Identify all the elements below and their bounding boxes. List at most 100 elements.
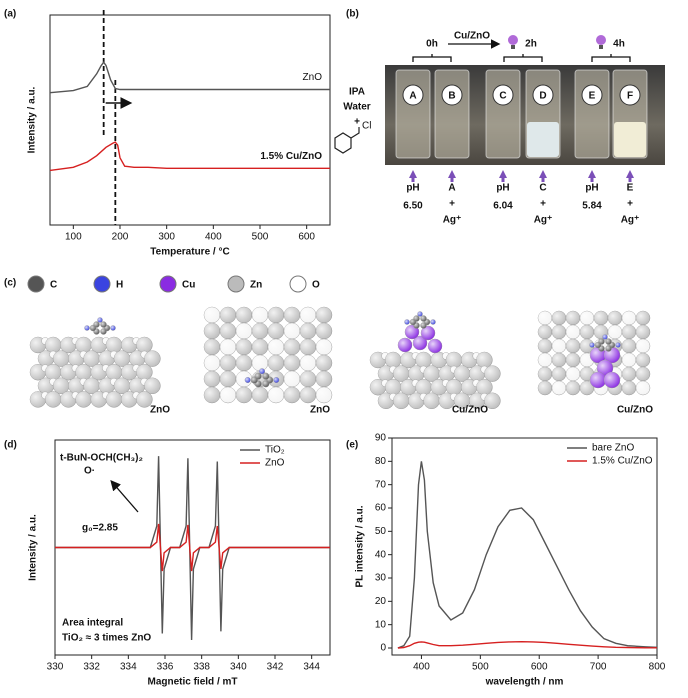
atom-shine [268,355,284,371]
x-tick-label: 600 [531,662,548,673]
panel-label: (c) [4,278,16,289]
atom-shine [204,339,220,355]
atom-shine [552,367,566,381]
vial [574,69,610,159]
atom-shine [300,387,316,403]
atom-shine [566,381,580,395]
vial-badge [492,84,514,106]
x-tick-label: 800 [649,662,666,673]
legend-atom-label: H [116,280,123,291]
plot-frame [49,14,331,226]
lamp-icon [596,35,606,45]
x-tick-label: 340 [230,662,247,673]
legend-atom [93,275,111,293]
atom-shine [236,307,252,323]
y-axis-label: Intensity / a.u. [27,86,38,153]
atom-shine [204,387,220,403]
atom-shine [100,321,107,328]
atom-shine [538,325,552,339]
legend-atom-label: C [50,280,57,291]
atom-shine [75,337,92,353]
series-line [49,141,330,172]
test-plus: + [540,199,546,210]
lamp-icon [508,35,518,45]
panel-label: (a) [4,9,16,20]
atom-shine [316,323,332,339]
plot-frame [391,437,658,656]
atom-shine [566,353,580,367]
atom-shine [476,379,493,396]
y-tick-label: 60 [375,503,387,514]
structure-label: ZnO [310,405,330,416]
atom-shine [608,325,622,339]
atom-shine [45,337,62,353]
atom-shine [136,364,153,381]
x-tick-label: 344 [303,662,320,673]
vial-label: B [448,91,455,102]
atom-shine [84,325,90,331]
atom-shine [136,337,153,353]
lamp-base [599,45,603,49]
vial [395,69,431,159]
atom-shine [636,339,650,353]
atom-shine [622,325,636,339]
structure-label: ZnO [150,405,170,416]
atom-shine [417,311,423,317]
indicator-arrow [626,170,634,182]
atom-shine [615,342,621,348]
test-label: pH [406,183,419,194]
atom-shine [144,377,161,394]
atom-shine [300,339,316,355]
atom-shine [204,371,220,387]
atom-shine [220,339,236,355]
benzene-ring [334,127,360,154]
annotation: Area integral [62,618,123,629]
atom-shine [316,339,332,355]
atom-shine [608,311,622,325]
atom-shine [566,311,580,325]
atom-shine [284,371,300,387]
atom-shine [428,339,442,353]
y-tick-label: 10 [375,619,387,630]
atom-shine [404,319,410,325]
atom-shine [204,323,220,339]
atom-shine [45,391,62,408]
bracket [591,54,631,62]
atom-shine [566,325,580,339]
vial-label: F [627,91,633,102]
atom-shine [594,311,608,325]
chloride-label: Cl [362,121,371,132]
vial-badge [581,84,603,106]
reagent: Water [343,102,371,113]
atom-shine [420,315,427,322]
atom-shine [262,380,270,388]
atom-shine [421,326,435,340]
atom-shine [268,387,284,403]
atom-shine [446,379,462,396]
time-label: 2h [525,39,537,50]
x-tick-label: 332 [83,662,100,673]
atom-shine [53,377,70,394]
atom-shine [636,367,650,381]
atom-shine [393,392,410,409]
atom-shine [622,339,636,353]
atom-shine [604,372,620,388]
legend-atom [227,275,245,293]
atom-shine [580,339,594,353]
atom-shine [300,307,316,323]
atom-shine [552,311,566,325]
atom-shine [552,325,566,339]
annotation: t-BuN-OCH(CH₃)₂ [60,453,143,464]
atom-shine [430,319,436,325]
legend-atom [159,275,177,293]
panel-label: (e) [346,440,358,451]
x-tick-label: 342 [267,662,284,673]
x-tick-label: 600 [298,232,315,243]
atom-shine [597,360,613,376]
legend-label: ZnO [265,458,285,469]
legend-atom-label: Cu [182,280,195,291]
atom-shine [566,367,580,381]
y-tick-label: 70 [375,479,387,490]
vial [485,69,521,159]
x-tick-label: 400 [413,662,430,673]
